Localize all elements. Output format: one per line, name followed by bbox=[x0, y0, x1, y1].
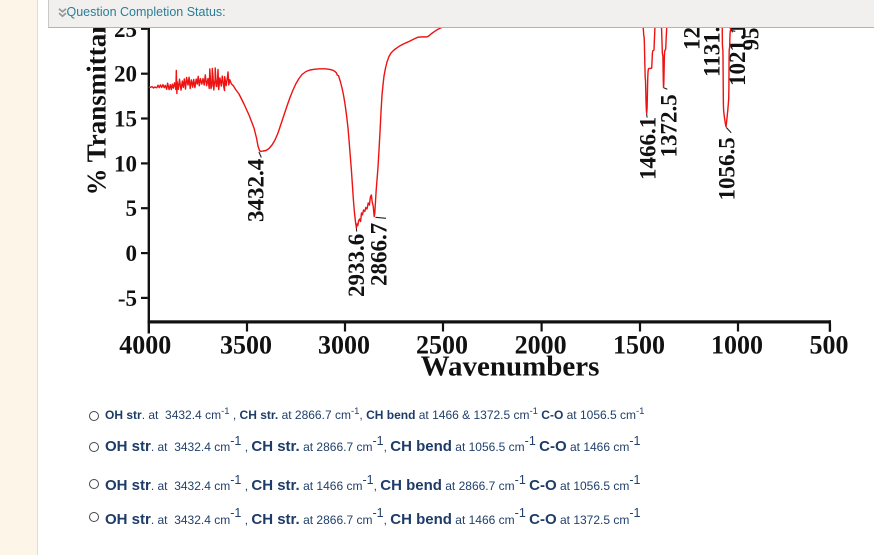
svg-text:-5: -5 bbox=[118, 286, 137, 311]
svg-text:2500: 2500 bbox=[416, 331, 468, 360]
svg-text:10: 10 bbox=[114, 151, 137, 176]
svg-text:2000: 2000 bbox=[515, 331, 567, 360]
svg-text:500: 500 bbox=[810, 331, 849, 360]
svg-text:3500: 3500 bbox=[220, 331, 272, 360]
svg-text:2866.7: 2866.7 bbox=[367, 223, 392, 286]
svg-text:3000: 3000 bbox=[318, 331, 370, 360]
svg-text:% Transmittance: % Transmittance bbox=[82, 0, 112, 196]
svg-text:1372.5: 1372.5 bbox=[657, 94, 682, 157]
svg-text:1466.1: 1466.1 bbox=[636, 117, 661, 180]
svg-text:5: 5 bbox=[126, 196, 138, 221]
svg-text:1056.5: 1056.5 bbox=[715, 137, 740, 200]
svg-text:4000: 4000 bbox=[119, 331, 171, 360]
svg-text:20: 20 bbox=[114, 62, 137, 87]
svg-text:1000: 1000 bbox=[711, 331, 763, 360]
svg-text:0: 0 bbox=[126, 241, 138, 266]
svg-text:1500: 1500 bbox=[613, 331, 665, 360]
svg-text:2933.6: 2933.6 bbox=[344, 234, 369, 297]
svg-text:15: 15 bbox=[114, 107, 137, 132]
svg-text:3432.4: 3432.4 bbox=[243, 158, 268, 222]
svg-text:Wavenumbers: Wavenumbers bbox=[421, 351, 600, 383]
